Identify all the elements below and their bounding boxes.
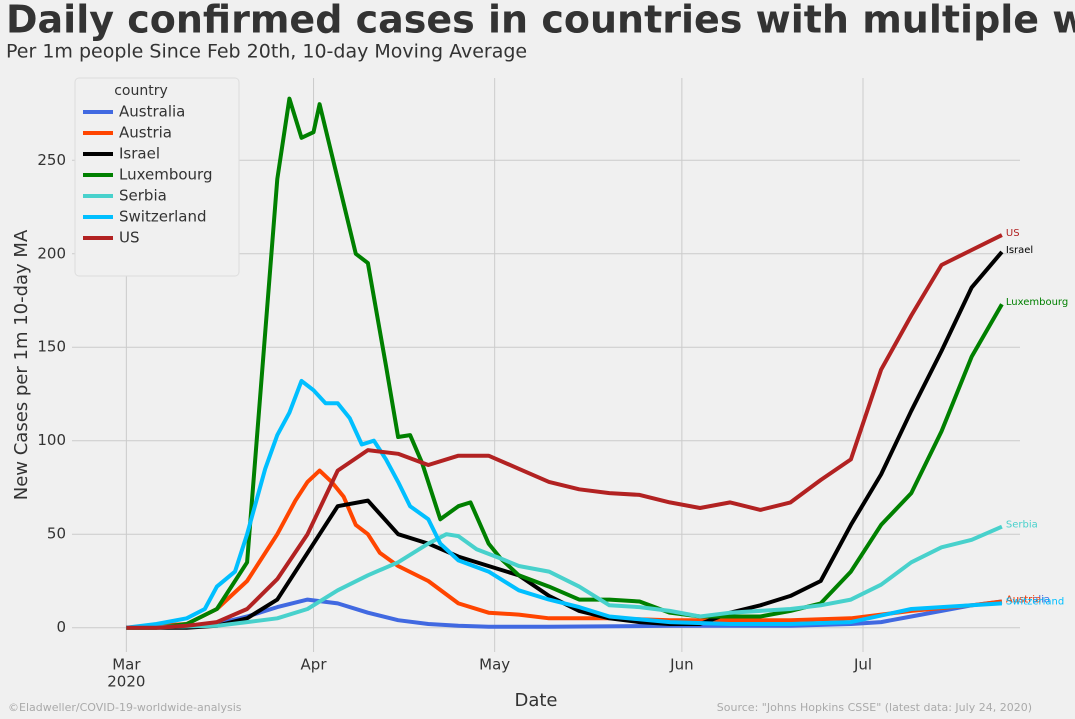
- y-tick-label: 100: [37, 431, 66, 449]
- series-line: [126, 233, 1003, 630]
- end-label: Serbia: [1006, 520, 1038, 531]
- legend-label: Luxembourg: [119, 166, 213, 184]
- series-line: [126, 468, 1003, 630]
- series-line: [126, 524, 1003, 630]
- x-tick-label: Apr: [301, 656, 328, 674]
- series-line: [126, 378, 1003, 630]
- y-axis-label: New Cases per 1m 10-day MA: [11, 229, 32, 500]
- x-tick-label: Mar: [112, 656, 141, 674]
- footer-left: ©Eladweller/COVID-19-worldwide-analysis: [8, 701, 242, 714]
- series-line: [126, 96, 1004, 630]
- y-tick-label: 150: [37, 338, 66, 356]
- legend-label: Serbia: [119, 187, 167, 205]
- y-tick-label: 50: [47, 525, 66, 543]
- end-label: Luxembourg: [1006, 297, 1068, 308]
- y-tick-label: 200: [37, 244, 66, 262]
- chart-title: Daily confirmed cases in countries with …: [6, 0, 1075, 42]
- footer-right: Source: "Johns Hopkins CSSE" (latest dat…: [717, 701, 1032, 714]
- end-label: Australia: [1006, 595, 1050, 606]
- x-tick-year: 2020: [107, 673, 145, 691]
- legend-box: [74, 77, 240, 277]
- legend-title: country: [114, 83, 168, 99]
- chart-subtitle: Per 1m people Since Feb 20th, 10-day Mov…: [6, 41, 527, 63]
- x-tick-label: Jul: [853, 656, 872, 674]
- y-tick-label: 250: [37, 151, 66, 169]
- x-tick-label: May: [479, 656, 510, 674]
- x-axis-label: Date: [514, 690, 557, 711]
- legend-label: Australia: [119, 103, 185, 121]
- end-label: US: [1006, 228, 1020, 239]
- legend-label: Austria: [119, 124, 172, 142]
- legend-label: Israel: [119, 145, 160, 163]
- end-label: Switzerland: [1006, 596, 1064, 607]
- legend-label: Switzerland: [119, 208, 207, 226]
- series-line: [126, 250, 1004, 630]
- legend-label: US: [119, 229, 140, 247]
- x-tick-label: Jun: [669, 656, 693, 674]
- end-label: Austria: [1006, 595, 1041, 606]
- end-label: Israel: [1006, 245, 1033, 256]
- y-tick-label: 0: [56, 618, 66, 636]
